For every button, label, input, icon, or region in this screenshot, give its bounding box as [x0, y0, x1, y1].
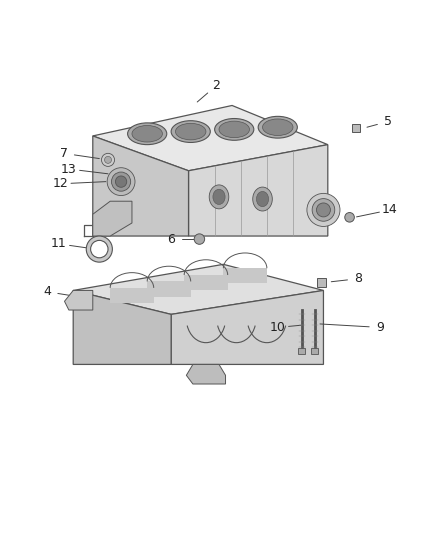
Text: 14: 14 [382, 204, 398, 216]
Polygon shape [73, 264, 323, 314]
Bar [311, 349, 318, 354]
Polygon shape [64, 290, 93, 310]
Ellipse shape [176, 123, 206, 140]
Circle shape [312, 199, 335, 221]
Circle shape [116, 176, 127, 187]
Polygon shape [171, 290, 323, 365]
Bar [352, 124, 360, 133]
Circle shape [102, 154, 115, 166]
Text: 6: 6 [167, 232, 175, 246]
Ellipse shape [256, 191, 268, 207]
Polygon shape [93, 106, 328, 171]
Circle shape [86, 236, 113, 262]
Text: 11: 11 [51, 237, 67, 251]
Text: 5: 5 [384, 115, 392, 128]
Ellipse shape [127, 123, 167, 144]
Text: 9: 9 [376, 321, 384, 334]
Circle shape [307, 193, 340, 227]
Text: 4: 4 [43, 285, 51, 298]
Polygon shape [186, 365, 226, 384]
Circle shape [112, 172, 131, 191]
Ellipse shape [262, 119, 293, 135]
Text: 7: 7 [60, 147, 67, 160]
Bar [317, 278, 325, 287]
Polygon shape [93, 136, 188, 236]
Polygon shape [223, 268, 267, 284]
Ellipse shape [253, 187, 272, 211]
Polygon shape [184, 275, 228, 290]
Circle shape [194, 234, 205, 244]
Ellipse shape [219, 121, 250, 138]
Ellipse shape [209, 185, 229, 209]
Polygon shape [110, 288, 154, 303]
Circle shape [105, 156, 112, 163]
Circle shape [317, 203, 330, 217]
Circle shape [91, 240, 108, 258]
Text: 13: 13 [61, 163, 77, 175]
Text: 8: 8 [354, 272, 362, 285]
Circle shape [107, 168, 135, 196]
Circle shape [345, 213, 354, 222]
Text: 10: 10 [270, 321, 286, 334]
Polygon shape [73, 290, 171, 365]
Text: 2: 2 [212, 79, 220, 92]
Ellipse shape [132, 125, 162, 142]
Polygon shape [147, 281, 191, 297]
Bar [298, 349, 305, 354]
Polygon shape [93, 201, 132, 236]
Ellipse shape [213, 189, 225, 205]
Ellipse shape [258, 116, 297, 138]
Ellipse shape [171, 120, 210, 142]
Ellipse shape [215, 118, 254, 140]
Polygon shape [188, 144, 328, 236]
Text: 12: 12 [52, 177, 68, 190]
